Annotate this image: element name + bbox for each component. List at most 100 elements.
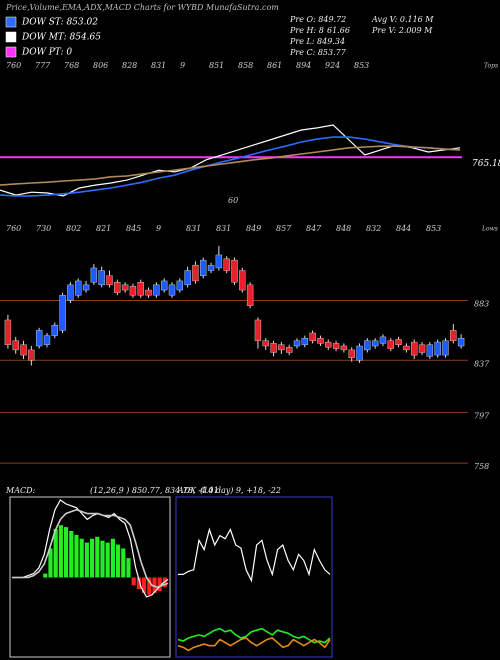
candle-body xyxy=(200,259,207,276)
y-tick-label: 837 xyxy=(474,359,490,368)
indicator-params: (12,26,9 ) 850.77, 834.78, -4.01 xyxy=(90,486,219,495)
low-label: 847 xyxy=(306,224,322,233)
candle-body xyxy=(434,341,441,356)
adx-panel xyxy=(175,496,333,658)
candle-body xyxy=(184,270,191,286)
candle-body xyxy=(145,289,152,296)
y-tick-label: 797 xyxy=(474,411,490,420)
indicator-label: ADX xyxy=(177,486,196,495)
candle-body xyxy=(403,345,410,351)
candle-body xyxy=(82,284,90,291)
low-label: 760 xyxy=(6,224,21,233)
top-label: 858 xyxy=(238,61,253,70)
histogram-bar xyxy=(142,577,147,593)
candle-body xyxy=(348,349,355,358)
series-line xyxy=(0,145,461,186)
low-label: 831 xyxy=(216,224,231,233)
annotation: 60 xyxy=(228,196,238,205)
low-label: 845 xyxy=(126,224,141,233)
candle-body xyxy=(207,265,215,271)
series-line xyxy=(177,627,331,644)
histogram-bar xyxy=(79,538,84,578)
candle-body xyxy=(137,282,144,296)
candle-body xyxy=(418,344,426,353)
y-tick-label: 758 xyxy=(474,462,489,471)
lows-label: Lows xyxy=(481,226,498,233)
low-label: 832 xyxy=(366,224,381,233)
candle-body xyxy=(450,330,457,341)
info-text: Avg V: 0.116 M xyxy=(371,15,434,24)
y-tick-label: 883 xyxy=(474,299,489,308)
top-label: 853 xyxy=(354,61,369,70)
histogram-bar xyxy=(90,538,95,578)
candle-body xyxy=(192,265,199,282)
candle-body xyxy=(51,324,58,336)
candle-body xyxy=(301,337,309,345)
indicator-label: MACD: xyxy=(5,486,36,495)
candle-body xyxy=(4,319,12,345)
candle-body xyxy=(411,341,418,356)
histogram-bar xyxy=(157,577,162,592)
candle-body xyxy=(364,340,371,351)
legend-swatch xyxy=(5,31,17,43)
candle-body xyxy=(12,340,19,351)
candle-body xyxy=(98,270,105,286)
candle-body xyxy=(239,270,246,291)
low-label: 802 xyxy=(66,224,81,233)
candle-body xyxy=(356,345,363,361)
candle-body xyxy=(278,344,285,351)
indicator-params: (14 day) 9, +18, -22 xyxy=(200,486,281,495)
low-label: 844 xyxy=(396,224,411,233)
low-label: 857 xyxy=(276,224,292,233)
candle-body xyxy=(35,330,43,347)
histogram-bar xyxy=(100,540,105,578)
histogram-bar xyxy=(48,548,53,578)
series-line xyxy=(177,637,331,652)
histogram-bar xyxy=(110,538,115,578)
info-text: Pre L: 849.34 xyxy=(289,37,345,46)
candle-body xyxy=(43,335,51,345)
histogram-bar xyxy=(53,529,58,578)
legend-label: DOW MT: 854.65 xyxy=(21,33,101,43)
top-label: 851 xyxy=(209,61,224,70)
candle-body xyxy=(387,340,394,349)
low-label: 730 xyxy=(36,224,51,233)
histogram-bar xyxy=(74,534,79,578)
reference-label: 765.18 xyxy=(472,159,500,169)
top-label: 924 xyxy=(325,61,340,70)
histogram-bar xyxy=(126,558,131,578)
info-text: Pre V: 2.009 M xyxy=(371,26,433,35)
chart-title: Price,Volume,EMA,ADX,MACD Charts for WYB… xyxy=(5,3,279,12)
top-label: 806 xyxy=(93,61,108,70)
candle-body xyxy=(426,344,434,357)
legend-label: DOW PT: 0 xyxy=(21,48,72,58)
histogram-bar xyxy=(116,544,121,578)
candle-body xyxy=(114,282,121,293)
top-label: 831 xyxy=(151,61,166,70)
top-label: 760 xyxy=(6,61,21,70)
low-label: 849 xyxy=(246,224,261,233)
candle-body xyxy=(121,284,129,291)
candle-body xyxy=(215,254,223,269)
histogram-bar xyxy=(84,542,89,578)
candle-body xyxy=(332,343,340,349)
candle-body xyxy=(340,345,348,351)
candle-body xyxy=(395,339,402,345)
histogram-bar xyxy=(58,525,63,578)
candle-body xyxy=(153,284,160,296)
low-label: 848 xyxy=(336,224,351,233)
histogram-bar xyxy=(121,548,126,578)
candle-body xyxy=(75,280,82,296)
legend-swatch xyxy=(5,46,17,58)
series-line xyxy=(178,527,331,583)
info-text: 61.66 xyxy=(327,26,350,35)
candle-body xyxy=(129,285,137,296)
candle-body xyxy=(106,275,113,286)
top-label: 861 xyxy=(267,61,282,70)
info-text: Pre C: 853.77 xyxy=(289,48,347,57)
candle-body xyxy=(317,337,324,344)
candle-body xyxy=(379,336,387,344)
candle-body xyxy=(160,280,168,291)
candle-body xyxy=(309,332,316,341)
